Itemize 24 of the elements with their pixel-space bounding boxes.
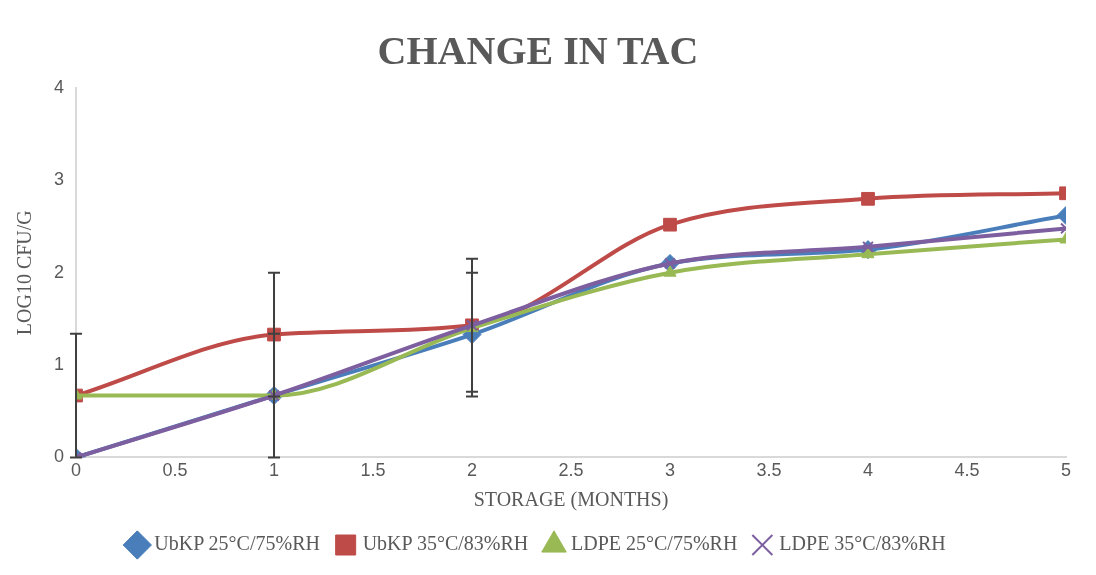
chart-title: CHANGE IN TAC — [377, 28, 699, 74]
x-tick-label: 1 — [269, 460, 280, 481]
x-tick-label: 1.5 — [360, 460, 386, 481]
x-axis-title: STORAGE (MONTHS) — [473, 488, 669, 512]
y-tick-label: 4 — [54, 76, 65, 97]
y-tick-label: 3 — [54, 169, 65, 190]
point — [861, 191, 875, 206]
legend-label: UbKP 25°C/75%RH — [154, 532, 320, 555]
legend-label: LDPE 25°C/75%RH — [571, 532, 738, 555]
x-tick-label: 3 — [665, 460, 676, 481]
x-tick-label: 2.5 — [558, 460, 584, 481]
x-tick-label: 3.5 — [756, 460, 782, 481]
y-tick-label: 2 — [54, 261, 65, 282]
y-tick-label: 0 — [54, 446, 65, 467]
x-tick-label: 4 — [862, 460, 874, 481]
x-tick-label: 2 — [467, 460, 478, 481]
x-tick-label: 5 — [1060, 460, 1072, 481]
legend-label: LDPE 35°C/83%RH — [779, 532, 946, 555]
x-tick-label: 0 — [71, 460, 82, 481]
x-tick-label: 4.5 — [954, 460, 980, 481]
x-tick-label: 0.5 — [162, 460, 188, 481]
y-tick-label: 1 — [54, 354, 65, 375]
legend-label: UbKP 35°C/83%RH — [362, 532, 529, 555]
y-axis-title: LOG10 CFU/G — [13, 210, 36, 336]
